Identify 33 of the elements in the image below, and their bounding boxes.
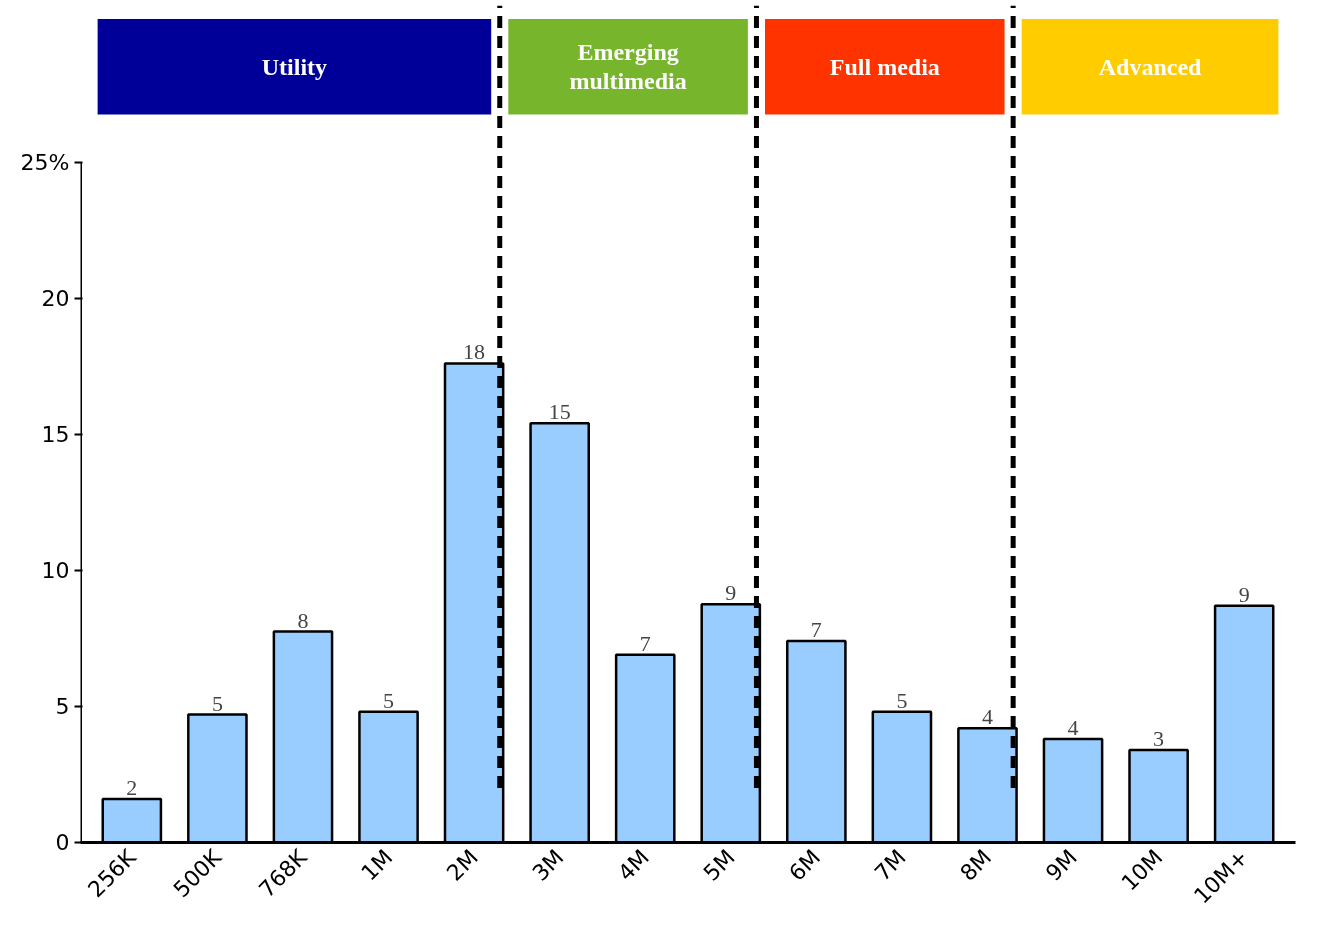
- x-tick-label: 7M: [869, 844, 911, 886]
- data-label: 8: [297, 607, 309, 633]
- y-tick-label: 15: [41, 421, 70, 447]
- text: Full media: [829, 53, 940, 80]
- data-label: 5: [896, 687, 908, 713]
- data-label: 4: [1067, 715, 1079, 741]
- x-tick-label: 6M: [784, 844, 826, 886]
- data-label: 9: [1238, 581, 1250, 607]
- y-tick-label: 25%: [20, 149, 70, 175]
- data-label: 2: [126, 774, 138, 800]
- text: Utility: [261, 53, 328, 80]
- data-label: 5: [383, 687, 395, 713]
- y-tick-label: 5: [55, 693, 70, 719]
- data-label: 4: [981, 704, 993, 730]
- x-tick-label: 5M: [698, 844, 740, 886]
- x-tick-label: 9M: [1040, 844, 1082, 886]
- data-label: 3: [1153, 725, 1165, 751]
- data-label: 7: [810, 617, 822, 643]
- x-tick-label: 3M: [527, 844, 569, 886]
- x-tick-label: 2M: [441, 844, 483, 886]
- data-label: 9: [725, 580, 737, 606]
- x-tick-label: 4M: [613, 844, 655, 886]
- x-tick-label: 1M: [356, 844, 398, 886]
- text: Emerging multimedia: [569, 39, 687, 95]
- data-label: 5: [211, 690, 223, 716]
- y-tick-label: 0: [55, 830, 70, 855]
- data-label: 15: [548, 399, 571, 425]
- text: Advanced: [1098, 53, 1203, 80]
- x-tick-label: 8M: [955, 844, 997, 886]
- data-label: 18: [463, 339, 486, 365]
- data-label: 7: [639, 630, 651, 656]
- y-tick-label: 20: [41, 285, 70, 311]
- y-tick-label: 10: [41, 557, 70, 583]
